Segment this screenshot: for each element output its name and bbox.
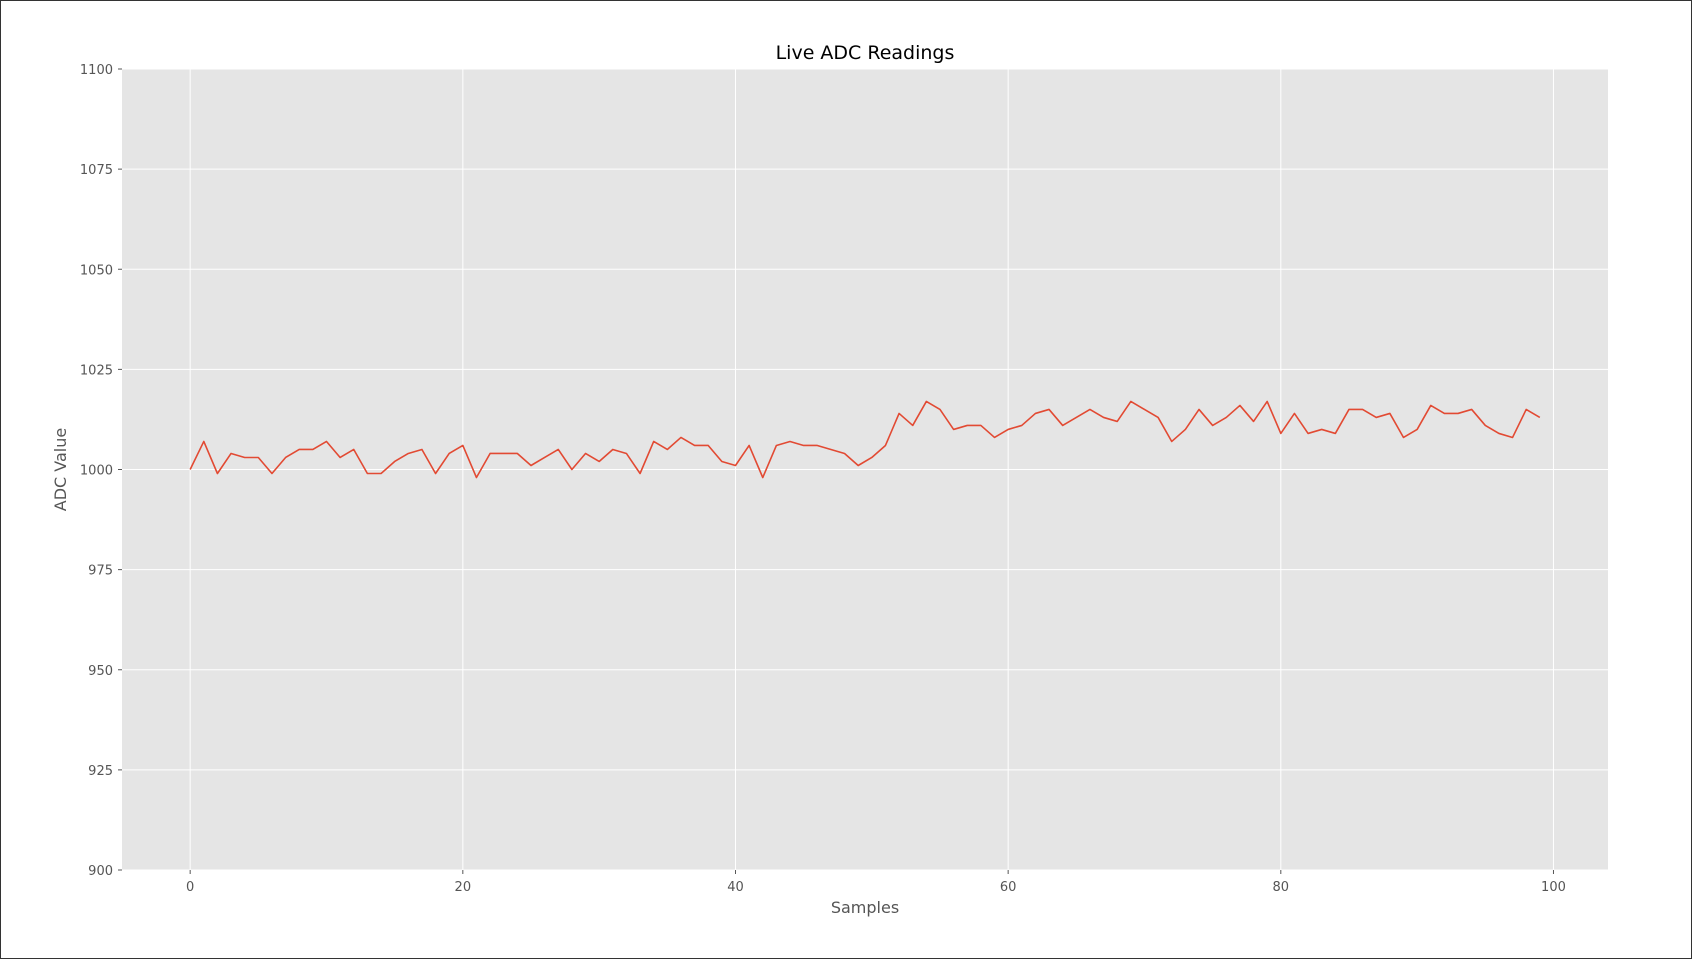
- y-tick-label: 1000: [80, 464, 113, 479]
- y-axis-label: ADC Value: [51, 428, 70, 511]
- axes: 0 20 40 60 80 100 900 925 950 975 1000 1025 1050 1075…: [80, 63, 1566, 895]
- series-line: [189, 400, 1541, 479]
- x-tick-label: 100: [1541, 880, 1566, 895]
- y-tick-label: 925: [88, 764, 113, 779]
- y-tick-label: 1100: [80, 63, 113, 78]
- x-tick-label: 60: [1000, 880, 1017, 895]
- y-tick-label: 1050: [80, 263, 113, 278]
- x-tick-label: 20: [455, 880, 472, 895]
- y-tick-label: 1075: [80, 163, 113, 178]
- x-tick-label: 0: [186, 880, 194, 895]
- y-tick-label: 950: [88, 664, 113, 679]
- gridlines: [122, 68, 1608, 871]
- y-tick-label: 900: [88, 864, 113, 879]
- x-axis-label: Samples: [831, 898, 899, 917]
- y-tick-label: 975: [88, 564, 113, 579]
- y-tick-label: 1025: [80, 363, 113, 378]
- x-tick-label: 80: [1273, 880, 1290, 895]
- chart-title: Live ADC Readings: [776, 42, 955, 64]
- x-tick-label: 40: [727, 880, 744, 895]
